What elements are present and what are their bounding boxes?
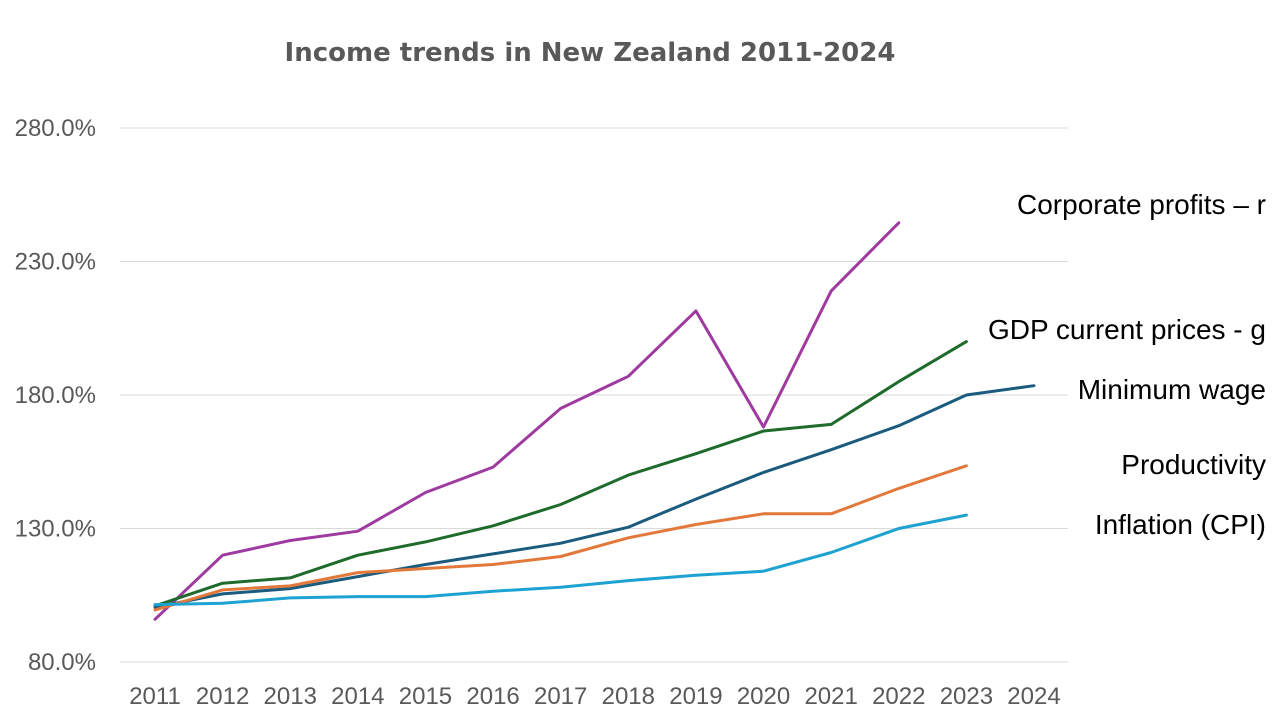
y-tick-label: 130.0% bbox=[15, 516, 96, 543]
y-axis: 80.0% 130.0% 180.0% 230.0% 280.0% bbox=[15, 115, 96, 676]
x-tick-label: 2023 bbox=[940, 683, 993, 710]
series-label: Productivity bbox=[1121, 449, 1266, 480]
x-tick-label: 2020 bbox=[737, 683, 790, 710]
x-tick-label: 2011 bbox=[129, 683, 181, 710]
series-label: GDP current prices - g bbox=[988, 314, 1266, 345]
series-lines bbox=[153, 221, 1036, 621]
y-tick-label: 230.0% bbox=[15, 249, 96, 276]
series-line bbox=[153, 340, 968, 608]
x-tick-label: 2014 bbox=[331, 683, 384, 710]
x-tick-label: 2024 bbox=[1007, 683, 1060, 710]
x-axis: 2011 2012 2013 2014 2015 2016 2017 2018 2019 2020… bbox=[129, 683, 1061, 710]
y-tick-label: 180.0% bbox=[15, 382, 96, 409]
series-line bbox=[153, 221, 901, 621]
series-label: Minimum wage bbox=[1078, 374, 1266, 405]
x-tick-label: 2021 bbox=[804, 683, 857, 710]
series-labels: Corporate profits – r GDP current prices … bbox=[988, 189, 1266, 540]
series-label: Corporate profits – r bbox=[1017, 189, 1266, 220]
x-tick-label: 2013 bbox=[264, 683, 317, 710]
x-tick-label: 2012 bbox=[196, 683, 249, 710]
y-tick-label: 280.0% bbox=[15, 115, 96, 142]
x-tick-label: 2016 bbox=[466, 683, 519, 710]
chart-title: Income trends in New Zealand 2011-2024 bbox=[284, 38, 896, 68]
y-tick-label: 80.0% bbox=[28, 649, 96, 676]
x-tick-label: 2019 bbox=[669, 683, 722, 710]
x-tick-label: 2015 bbox=[399, 683, 452, 710]
x-tick-label: 2017 bbox=[534, 683, 587, 710]
x-tick-label: 2018 bbox=[602, 683, 655, 710]
series-line bbox=[153, 464, 968, 612]
series-line bbox=[153, 513, 968, 607]
series-label: Inflation (CPI) bbox=[1095, 509, 1266, 540]
grid-lines bbox=[120, 127, 1068, 663]
series-line bbox=[153, 384, 1036, 609]
x-tick-label: 2022 bbox=[872, 683, 925, 710]
